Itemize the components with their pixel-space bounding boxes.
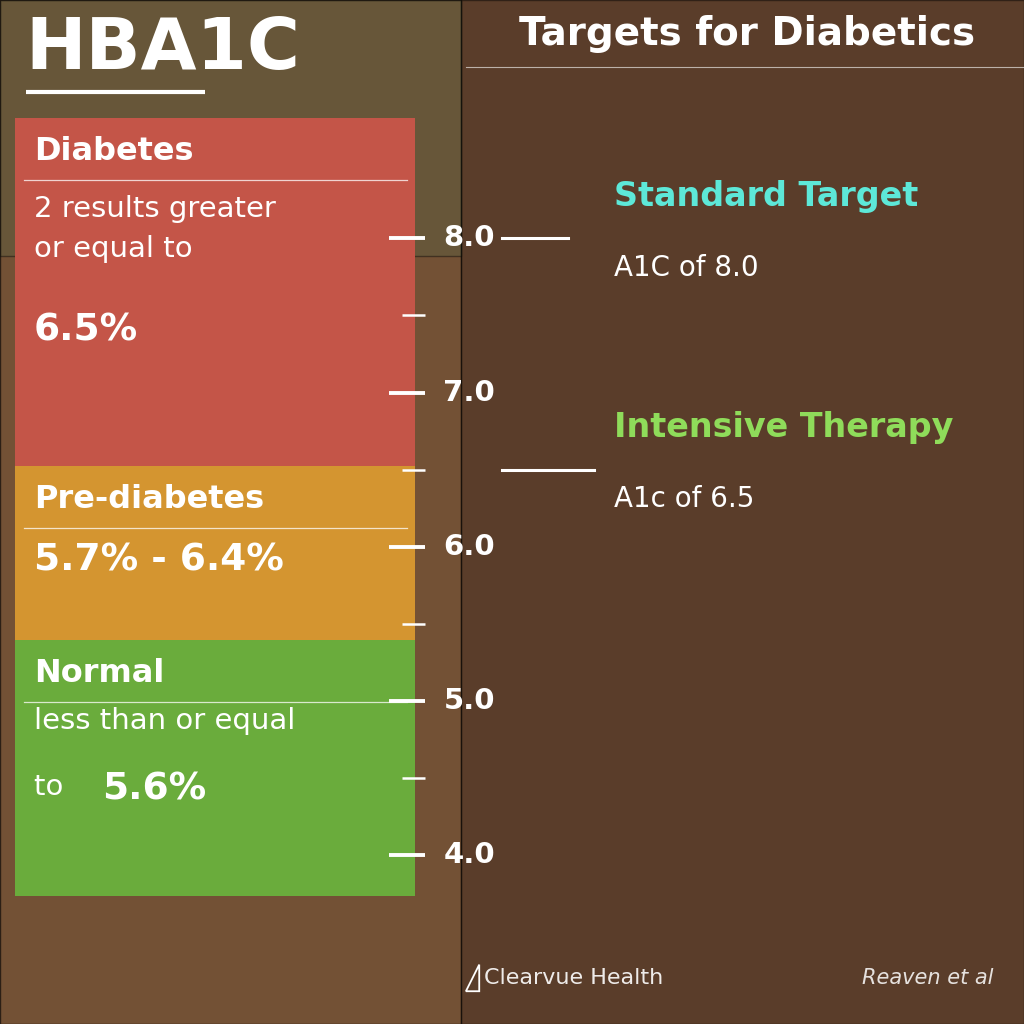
Text: Pre-diabetes: Pre-diabetes bbox=[34, 484, 264, 515]
FancyBboxPatch shape bbox=[15, 640, 415, 896]
Text: 7.0: 7.0 bbox=[443, 379, 496, 407]
Text: A1c of 6.5: A1c of 6.5 bbox=[614, 485, 755, 513]
Text: Standard Target: Standard Target bbox=[614, 180, 919, 213]
FancyBboxPatch shape bbox=[15, 466, 415, 640]
Text: less than or equal: less than or equal bbox=[34, 707, 295, 734]
Text: Intensive Therapy: Intensive Therapy bbox=[614, 411, 953, 444]
Text: HBA1C: HBA1C bbox=[26, 15, 300, 84]
Text: A1C of 8.0: A1C of 8.0 bbox=[614, 254, 759, 282]
Text: 2 results greater
or equal to: 2 results greater or equal to bbox=[34, 195, 275, 263]
Text: Targets for Diabetics: Targets for Diabetics bbox=[519, 15, 976, 53]
Text: 4.0: 4.0 bbox=[443, 841, 495, 868]
FancyBboxPatch shape bbox=[461, 0, 1024, 1024]
FancyBboxPatch shape bbox=[0, 0, 461, 1024]
FancyBboxPatch shape bbox=[0, 0, 461, 256]
Text: Reaven et al: Reaven et al bbox=[862, 968, 993, 988]
Text: 5.0: 5.0 bbox=[443, 687, 495, 715]
Text: Clearvue Health: Clearvue Health bbox=[484, 968, 664, 988]
Text: 6.0: 6.0 bbox=[443, 532, 495, 560]
Text: Normal: Normal bbox=[34, 658, 164, 689]
Text: Diabetes: Diabetes bbox=[34, 136, 194, 167]
Text: 6.5%: 6.5% bbox=[34, 312, 138, 348]
Text: 8.0: 8.0 bbox=[443, 224, 495, 253]
Text: to: to bbox=[34, 773, 73, 801]
FancyBboxPatch shape bbox=[15, 118, 415, 466]
Text: 5.7% - 6.4%: 5.7% - 6.4% bbox=[34, 543, 284, 579]
Text: 5.6%: 5.6% bbox=[102, 771, 207, 807]
